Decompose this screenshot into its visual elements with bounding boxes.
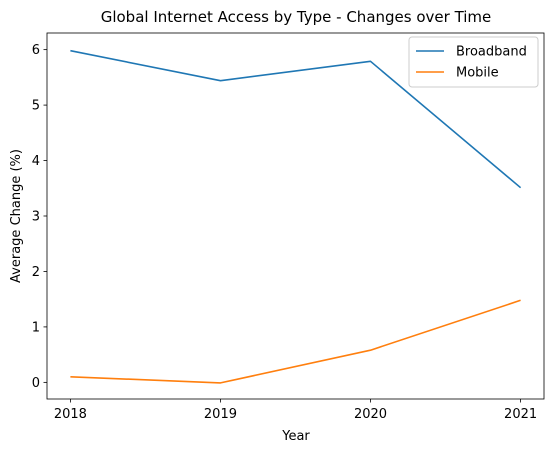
y-tick-label: 2 (32, 265, 40, 280)
chart-title: Global Internet Access by Type - Changes… (101, 8, 492, 26)
x-tick-label: 2018 (54, 407, 87, 422)
y-axis: 0 1 2 3 4 5 6 (32, 43, 47, 391)
series-line-mobile (70, 299, 521, 384)
legend: Broadband Mobile (408, 36, 539, 88)
legend-label-broadband: Broadband (456, 45, 527, 60)
x-axis: 2018 2019 2020 2021 (54, 399, 537, 422)
x-tick-label: 2020 (354, 407, 387, 422)
plot-frame (46, 32, 545, 400)
y-tick-label: 5 (32, 99, 40, 114)
x-tick-label: 2021 (504, 407, 537, 422)
y-tick-label: 6 (32, 43, 40, 58)
y-tick-label: 0 (32, 376, 40, 391)
y-tick-label: 4 (32, 154, 40, 169)
y-tick-label: 3 (32, 210, 40, 225)
series-lines (70, 49, 522, 384)
y-tick-label: 1 (32, 320, 40, 335)
series-line-broadband (70, 49, 522, 189)
x-axis-label: Year (281, 429, 310, 444)
x-tick-label: 2019 (204, 407, 237, 422)
legend-box (408, 36, 539, 88)
y-axis-label: Average Change (%) (9, 149, 24, 283)
legend-label-mobile: Mobile (456, 66, 499, 81)
